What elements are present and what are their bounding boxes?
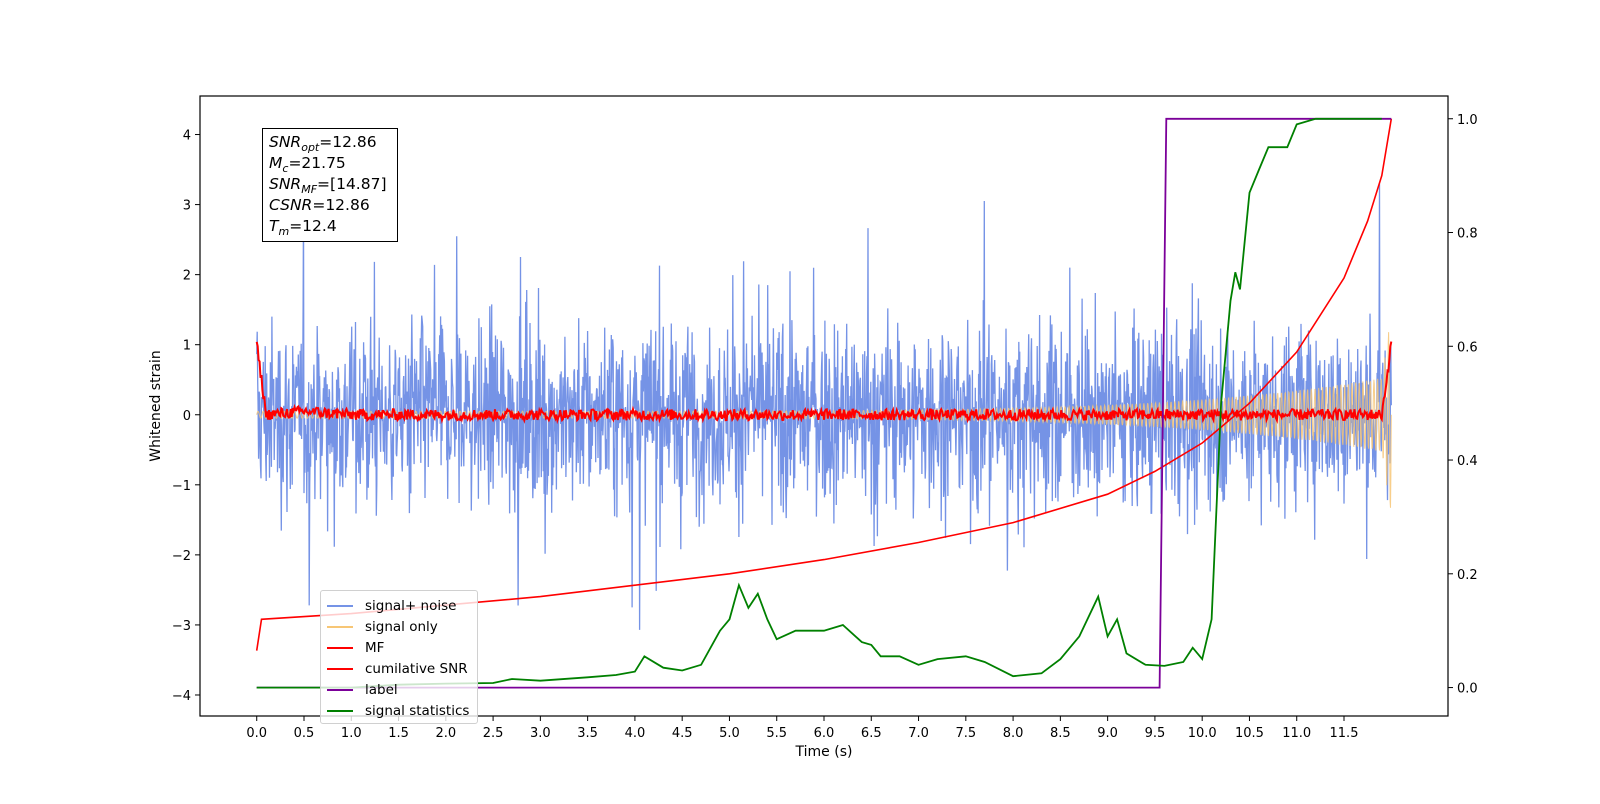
y-tick-label: −1 [172, 479, 191, 494]
y2-tick-label: 0.4 [1457, 454, 1478, 469]
x-tick-label: 8.0 [1003, 726, 1024, 741]
x-tick-label: 9.5 [1145, 726, 1166, 741]
legend-item-signal-noise: signal+ noise [327, 595, 471, 616]
y-tick-label: 1 [183, 339, 191, 354]
y2-tick-label: 0.8 [1457, 227, 1478, 242]
x-tick-label: 9.0 [1097, 726, 1118, 741]
x-tick-label: 6.5 [861, 726, 882, 741]
legend-item-cumulative-snr: cumilative SNR [327, 658, 471, 679]
annotation-line-snr-opt: SNRopt=12.86 [269, 133, 377, 155]
x-tick-label: 3.5 [577, 726, 598, 741]
y-tick-label: −2 [172, 549, 191, 564]
annotation-line-snr-mf: SNRMF=[14.87] [269, 175, 387, 197]
y-tick-label: −4 [172, 689, 191, 704]
legend-swatch [327, 667, 353, 670]
legend-swatch [327, 688, 353, 691]
legend: signal+ noise signal only MF cumilative … [320, 590, 478, 724]
legend-swatch [327, 604, 353, 607]
x-tick-label: 3.0 [530, 726, 551, 741]
x-tick-label: 7.5 [955, 726, 976, 741]
x-tick-label: 10.5 [1235, 726, 1264, 741]
y2-tick-label: 0.0 [1457, 682, 1478, 697]
legend-item-signal-only: signal only [327, 616, 471, 637]
legend-swatch [327, 625, 353, 628]
x-tick-label: 11.5 [1330, 726, 1359, 741]
series-signal-noise [256, 183, 1392, 630]
x-tick-label: 5.5 [766, 726, 787, 741]
x-tick-label: 7.0 [908, 726, 929, 741]
x-tick-label: 5.0 [719, 726, 740, 741]
y2-tick-label: 0.6 [1457, 340, 1478, 355]
x-tick-label: 4.0 [625, 726, 646, 741]
series-signal-statistics [256, 117, 1382, 689]
x-tick-label: 4.5 [672, 726, 693, 741]
y-tick-label: 4 [183, 129, 191, 144]
series-label [256, 117, 1392, 689]
y-axis-label: Whitened strain [148, 350, 164, 461]
annotation-line-tm: Tm=12.4 [269, 217, 337, 239]
x-tick-label: 1.0 [341, 726, 362, 741]
annotation-line-csnr: CSNR=12.86 [269, 196, 370, 214]
y-tick-label: 2 [183, 269, 191, 284]
legend-item-signal-statistics: signal statistics [327, 700, 471, 721]
legend-item-mf: MF [327, 637, 471, 658]
legend-swatch [327, 646, 353, 649]
x-tick-label: 0.5 [294, 726, 315, 741]
x-tick-label: 10.0 [1188, 726, 1217, 741]
x-tick-label: 11.0 [1282, 726, 1311, 741]
y-tick-label: 3 [183, 199, 191, 214]
y2-tick-label: 0.2 [1457, 568, 1478, 583]
x-tick-label: 2.0 [435, 726, 456, 741]
x-tick-label: 8.5 [1050, 726, 1071, 741]
y2-tick-label: 1.0 [1457, 113, 1478, 128]
annotation-line-mc: Mc=21.75 [269, 154, 346, 176]
x-tick-label: 6.0 [814, 726, 835, 741]
x-axis-label: Time (s) [795, 744, 853, 760]
stats-annotation-box: SNRopt=12.86 Mc=21.75 SNRMF=[14.87] CSNR… [262, 128, 398, 242]
y-tick-label: 0 [183, 409, 191, 424]
x-tick-label: 2.5 [483, 726, 504, 741]
x-tick-label: 0.0 [246, 726, 267, 741]
legend-swatch [327, 709, 353, 712]
x-tick-label: 1.5 [388, 726, 409, 741]
series-mf [255, 341, 1393, 425]
legend-item-label: label [327, 679, 471, 700]
y-tick-label: −3 [172, 619, 191, 634]
